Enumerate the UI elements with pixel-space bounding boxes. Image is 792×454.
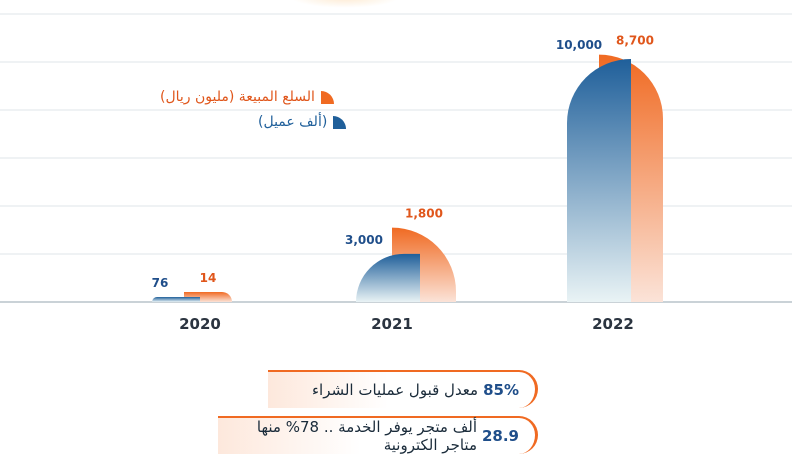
legend-swatch-orange	[320, 90, 334, 104]
legend-label-orange: السلع المبيعة (مليون ريال)	[160, 89, 315, 105]
legend-item-blue: (ألف عميل)	[258, 114, 347, 130]
data-labels: 76 14 3,000 1,800 10,000 8,700	[152, 34, 654, 290]
fact-number: 85%	[483, 381, 519, 399]
data-label-blue-2020: 76	[152, 276, 169, 290]
x-tick-label-2020: 2020	[179, 315, 221, 333]
data-label-orange-2021: 1,800	[405, 207, 443, 221]
fact-card-stores: 28.9 ألف متجر يوفر الخدمة .. 78% منها مت…	[218, 416, 538, 454]
data-label-blue-2022: 10,000	[556, 38, 602, 52]
bar-blue-2021	[356, 253, 420, 302]
data-label-orange-2020: 14	[200, 271, 217, 285]
legend-label-blue: (ألف عميل)	[258, 114, 328, 130]
fact-number: 28.9	[481, 427, 519, 445]
x-tick-label-2022: 2022	[592, 315, 634, 333]
data-label-blue-2021: 3,000	[345, 233, 383, 247]
fact-text: معدل قبول عمليات الشراء	[311, 381, 479, 399]
data-label-orange-2022: 8,700	[616, 34, 654, 48]
header-glow	[290, 0, 400, 8]
legend-swatch-blue	[333, 115, 347, 129]
x-tick-labels: 2020 2021 2022	[179, 315, 634, 333]
x-tick-label-2021: 2021	[371, 315, 413, 333]
fact-text: ألف متجر يوفر الخدمة .. 78% منها متاجر ا…	[256, 418, 477, 454]
bar-blue-2022	[567, 59, 631, 302]
legend-item-orange: السلع المبيعة (مليون ريال)	[160, 89, 334, 105]
bars	[152, 54, 663, 302]
fact-card-acceptance-rate: 85% معدل قبول عمليات الشراء	[268, 370, 538, 408]
bar-blue-2020	[152, 297, 200, 302]
